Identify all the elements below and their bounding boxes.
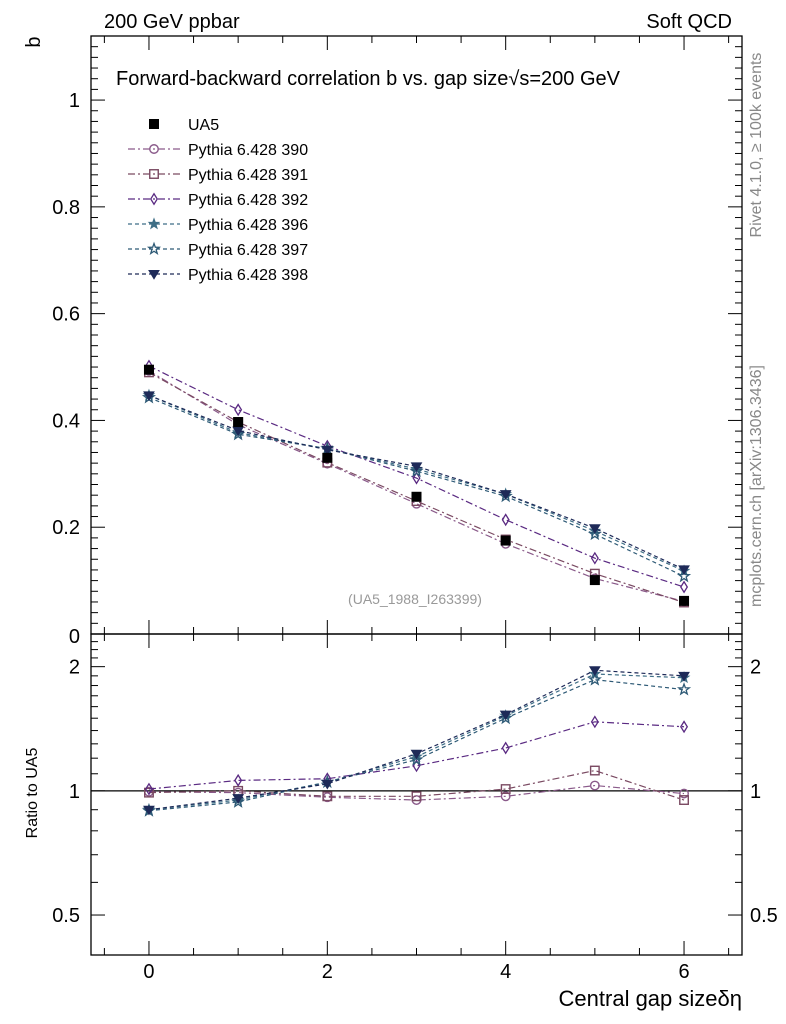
series-391-line — [148, 371, 685, 604]
legend-398-marker — [148, 270, 160, 280]
legend-390-marker — [149, 144, 159, 154]
x-axis-label: Central gap sizeδη — [559, 986, 742, 1011]
series-392-point — [680, 580, 689, 594]
ratio-tick-label-right: 1 — [750, 781, 761, 803]
legend-ua5-label: UA5 — [188, 117, 219, 134]
legend-ua5-marker — [149, 119, 159, 129]
series-398-point — [143, 391, 155, 402]
ua5-data-point — [322, 452, 333, 463]
series-397-point — [231, 426, 246, 441]
series-398-point — [678, 565, 690, 576]
series-391-ratio-point — [500, 784, 511, 795]
ratio-tick-label: 1 — [69, 781, 80, 803]
ratio-axis-label: Ratio to UA5 — [24, 748, 41, 839]
x-tick-label: 6 — [678, 961, 689, 983]
series-397-point — [676, 568, 692, 583]
mcplots-label: mcplots.cern.ch [arXiv:1306.3436] — [748, 365, 765, 607]
y-tick-label: 0.6 — [52, 304, 80, 326]
series-392-point — [501, 513, 510, 527]
x-tick-label: 2 — [322, 961, 333, 983]
series-398-point — [499, 490, 512, 500]
series-397-ratio-point — [231, 794, 246, 808]
ua5-data-point — [589, 575, 600, 586]
series-398-point — [410, 462, 423, 473]
ratio-tick-label: 0.5 — [52, 905, 80, 927]
legend-392-label: Pythia 6.428 392 — [188, 192, 308, 209]
series-398-ratio-point — [232, 794, 245, 804]
series-391-ratio-point — [411, 791, 422, 802]
y-tick-label-zero: 0 — [69, 626, 80, 648]
legend-390-label: Pythia 6.428 390 — [188, 142, 308, 159]
header-right-label: Soft QCD — [646, 11, 732, 33]
series-398-ratio-line — [148, 669, 685, 811]
series-392-ratio-point — [501, 741, 510, 755]
ratio-tick-label-right: 2 — [750, 657, 761, 679]
ua5-data-point — [143, 364, 154, 375]
legend-396-label: Pythia 6.428 396 — [188, 217, 308, 234]
series-398-point — [588, 524, 601, 534]
ratio-tick-label-right: 0.5 — [750, 905, 778, 927]
ua5-data-point — [411, 491, 422, 502]
series-392-point — [234, 403, 243, 417]
legend-398-label: Pythia 6.428 398 — [188, 267, 308, 284]
y-tick-label: 1 — [69, 90, 80, 112]
series-391-ratio-point — [144, 787, 154, 798]
series-391-ratio-point — [589, 765, 600, 776]
rivet-label: Rivet 4.1.0, ≥ 100k events — [748, 53, 765, 238]
ratio-tick-label: 2 — [69, 657, 80, 679]
header-left-label: 200 GeV ppbar — [104, 11, 240, 33]
y-tick-label: 0.4 — [52, 410, 80, 432]
series-392-ratio-point — [680, 720, 689, 734]
legend-396-marker — [147, 217, 161, 230]
series-391-ratio-point — [322, 791, 333, 802]
series-392-ratio-point — [144, 782, 153, 796]
series-392-ratio-point — [234, 773, 243, 787]
ratio-plot-frame — [90, 633, 743, 956]
series-390-ratio-point — [589, 780, 600, 791]
series-398-point — [321, 445, 334, 456]
y-tick-label: 0.8 — [52, 197, 80, 219]
legend-391-label: Pythia 6.428 391 — [188, 167, 308, 184]
legend-397-label: Pythia 6.428 397 — [188, 242, 308, 259]
series-398-ratio-point — [499, 710, 512, 721]
series-391-ratio-point — [679, 795, 689, 805]
series-397-point — [587, 526, 602, 541]
series-397-point — [409, 463, 424, 478]
series-398-ratio-point — [588, 666, 601, 676]
legend-397-marker — [146, 241, 162, 256]
series-398-ratio-point — [321, 779, 334, 790]
x-tick-label: 4 — [500, 961, 511, 983]
legend-391-marker — [149, 169, 159, 179]
ua5-data-point — [233, 417, 244, 428]
y-axis-label: b — [23, 36, 45, 47]
series-390-line — [148, 370, 685, 603]
series-392-point — [590, 551, 599, 565]
series-392-ratio-line — [148, 721, 685, 790]
series-397-ratio-point — [409, 752, 424, 766]
series-390-ratio-line — [148, 784, 685, 801]
series-397-ratio-point — [587, 672, 602, 686]
series-397-line — [148, 396, 685, 577]
legend-392-marker — [149, 192, 159, 206]
series-398-point — [232, 426, 245, 437]
analysis-id-label: (UA5_1988_I263399) — [348, 591, 482, 607]
series-398-ratio-point — [143, 805, 155, 816]
series-392-point — [412, 471, 421, 485]
plot-title: Forward-backward correlation b vs. gap s… — [116, 68, 621, 90]
series-398-ratio-point — [678, 671, 690, 682]
x-tick-label: 0 — [143, 961, 154, 983]
series-396-ratio-line — [148, 673, 685, 811]
series-398-ratio-point — [410, 749, 423, 760]
y-tick-label: 0.2 — [52, 517, 80, 539]
series-392-ratio-point — [590, 715, 599, 729]
ua5-data-point — [500, 535, 511, 546]
series-390-ratio-point — [500, 791, 511, 802]
series-397-ratio-point — [676, 682, 692, 696]
series-392-line — [148, 365, 685, 588]
ua5-data-point — [679, 595, 690, 606]
series-390-ratio-point — [679, 788, 689, 799]
